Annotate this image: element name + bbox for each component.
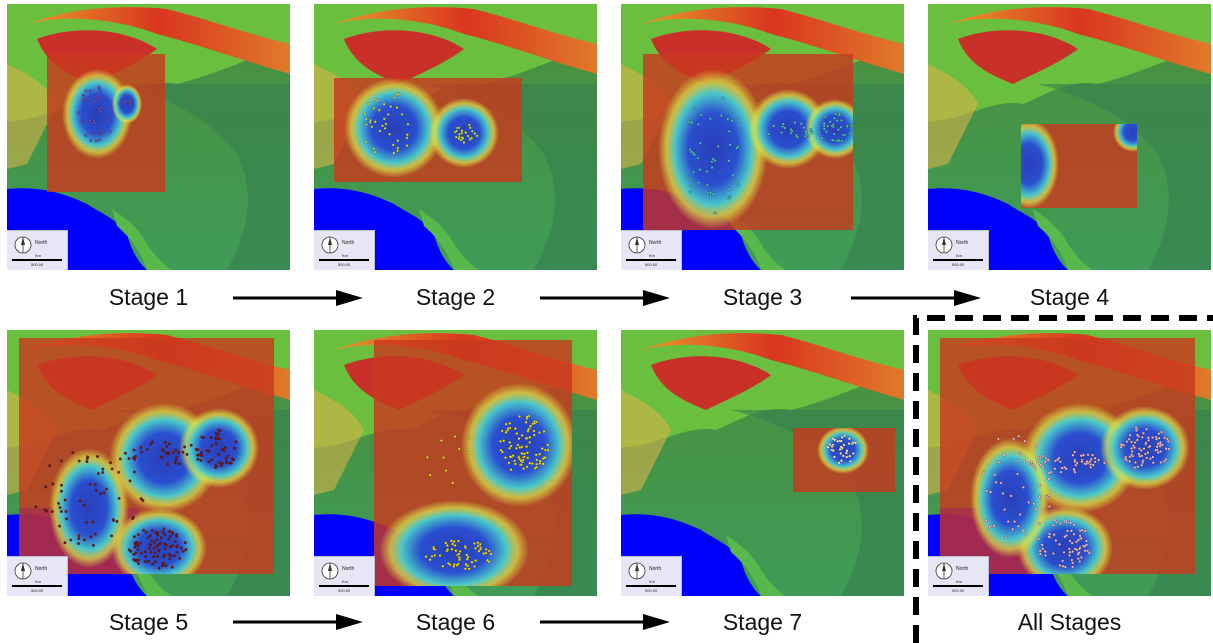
- map-panel-stage-7: North Km 500.00: [621, 330, 904, 596]
- all-stages-caption: All Stages: [1017, 609, 1122, 635]
- kernel-density-overlay: [47, 54, 165, 192]
- map-legend: North Km 500.00: [7, 230, 68, 270]
- scale-unit-label: Km: [342, 253, 348, 258]
- site-points: [334, 78, 522, 182]
- map-legend: North Km 500.00: [314, 556, 375, 596]
- stage-1-caption: Stage 1: [108, 284, 189, 310]
- map-legend: North Km 500.00: [314, 230, 375, 270]
- scale-unit-label: Km: [342, 579, 348, 584]
- scale-unit-label: Km: [956, 579, 962, 584]
- stage-3-caption: Stage 3: [722, 284, 803, 310]
- scale-value-label: 500.00: [31, 588, 44, 593]
- map-panel-stage-6: North Km 500.00: [314, 330, 597, 596]
- map-panel-stage-1: North Km 500.00: [7, 4, 290, 270]
- map-legend: North Km 500.00: [928, 556, 989, 596]
- north-arrow-label: North: [956, 566, 969, 572]
- scale-unit-label: Km: [956, 253, 962, 258]
- scale-value-label: 500.00: [338, 588, 351, 593]
- scale-unit-label: Km: [649, 253, 655, 258]
- map-panel-stage-3: North Km 500.00: [621, 4, 904, 270]
- site-points: [793, 428, 895, 492]
- north-arrow-label: North: [35, 240, 48, 246]
- scale-value-label: 500.00: [645, 262, 658, 267]
- map-legend: North Km 500.00: [7, 556, 68, 596]
- site-points: [374, 340, 572, 586]
- map-panel-all-stages: North Km 500.00: [928, 330, 1211, 596]
- north-arrow-label: North: [649, 240, 662, 246]
- scale-value-label: 500.00: [31, 262, 44, 267]
- scale-unit-label: Km: [35, 579, 41, 584]
- stage-2-caption: Stage 2: [415, 284, 496, 310]
- scale-unit-label: Km: [649, 579, 655, 584]
- north-arrow-label: North: [35, 566, 48, 572]
- kernel-density-overlay: [793, 428, 895, 492]
- kernel-density-overlay: [643, 54, 853, 230]
- map-panel-stage-4: North Km 500.00: [928, 4, 1211, 270]
- scale-value-label: 500.00: [952, 262, 965, 267]
- site-points: [940, 338, 1195, 574]
- north-arrow-label: North: [342, 240, 355, 246]
- north-arrow-label: North: [342, 566, 355, 572]
- scale-unit-label: Km: [35, 253, 41, 258]
- kernel-density-overlay: [19, 338, 274, 574]
- map-legend: North Km 500.00: [621, 230, 682, 270]
- stage-7-caption: Stage 7: [722, 609, 803, 635]
- site-points: [643, 54, 853, 230]
- scale-value-label: 500.00: [338, 262, 351, 267]
- site-points: [1021, 124, 1137, 208]
- scale-value-label: 500.00: [952, 588, 965, 593]
- kernel-density-overlay: [374, 340, 572, 586]
- all-stages-dashed-border: [913, 315, 1213, 643]
- map-panel-stage-2: North Km 500.00: [314, 4, 597, 270]
- stage-6-caption: Stage 6: [415, 609, 496, 635]
- stage-5-caption: Stage 5: [108, 609, 189, 635]
- site-points: [19, 338, 274, 574]
- north-arrow-label: North: [956, 240, 969, 246]
- stage-4-caption: Stage 4: [1029, 284, 1110, 310]
- scale-value-label: 500.00: [645, 588, 658, 593]
- map-legend: North Km 500.00: [621, 556, 682, 596]
- site-points: [47, 54, 165, 192]
- kernel-density-overlay: [1021, 124, 1137, 208]
- north-arrow-label: North: [649, 566, 662, 572]
- map-legend: North Km 500.00: [928, 230, 989, 270]
- map-panel-stage-5: North Km 500.00: [7, 330, 290, 596]
